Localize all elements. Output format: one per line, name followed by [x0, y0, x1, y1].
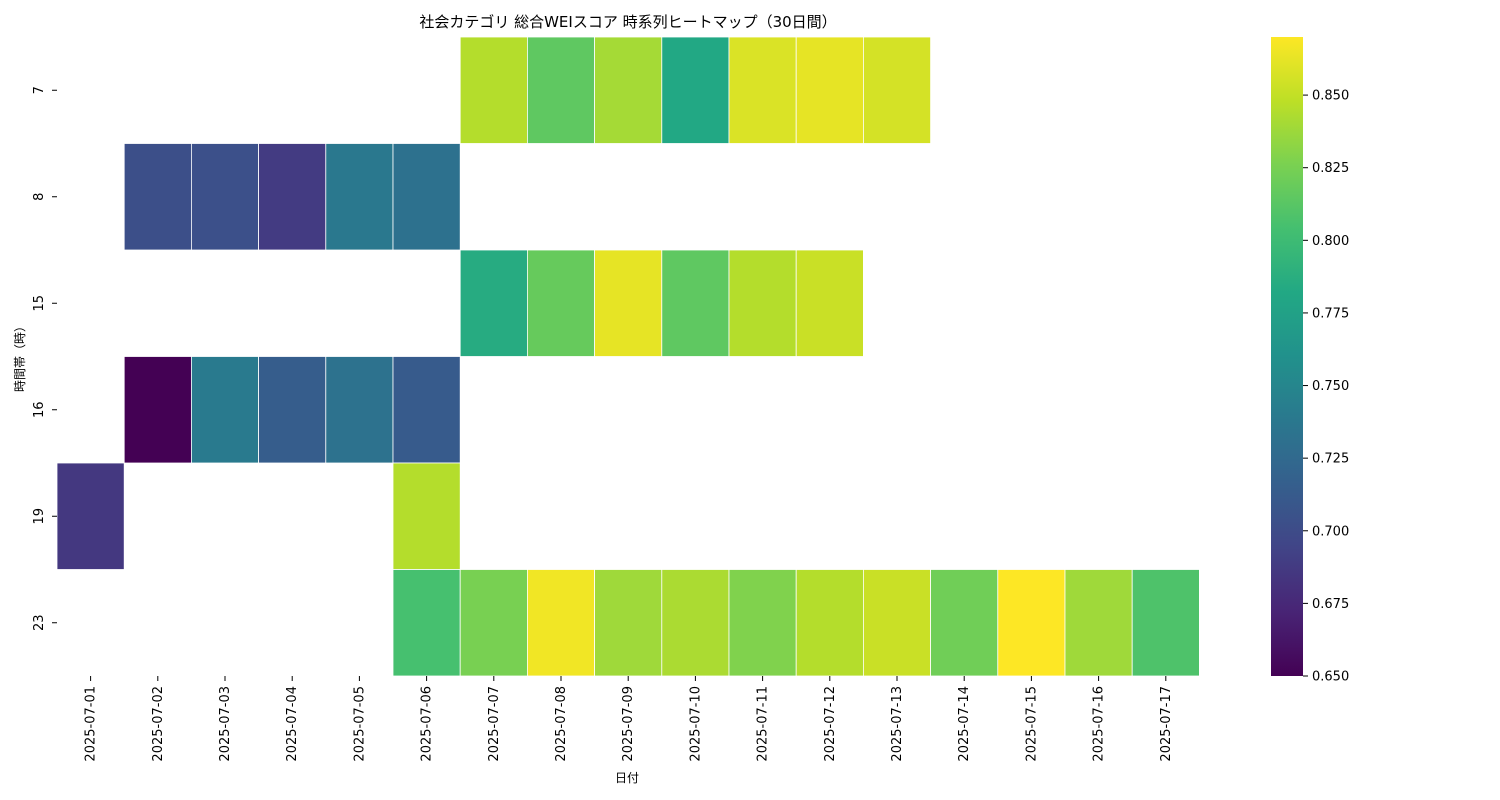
- x-tick-label: 2025-07-03: [218, 686, 233, 762]
- heatmap-cell-23-2025-07-12: [795, 569, 864, 677]
- heatmap-cell-15-2025-07-12: [795, 249, 864, 357]
- heatmap-cell-23-2025-07-13: [863, 569, 932, 677]
- heatmap-cell-23-2025-07-09: [594, 569, 663, 677]
- colorbar-tick-label: 0.850: [1312, 89, 1349, 104]
- chart-title: 社会カテゴリ 総合WEIスコア 時系列ヒートマップ（30日間）: [419, 13, 836, 31]
- heatmap-cell-19-2025-07-01: [56, 462, 125, 570]
- x-tick-label: 2025-07-08: [554, 686, 569, 762]
- heatmap-cell-8-2025-07-06: [392, 143, 461, 251]
- colorbar-tick-label: 0.825: [1312, 161, 1349, 176]
- x-tick-label: 2025-07-01: [84, 686, 99, 762]
- y-tick-label: 16: [32, 401, 47, 418]
- heatmap-cell-23-2025-07-08: [527, 569, 596, 677]
- heatmap-cell-23-2025-07-10: [661, 569, 730, 677]
- heatmap-cell-16-2025-07-04: [258, 356, 327, 464]
- x-tick-label: 2025-07-10: [688, 686, 703, 762]
- heatmap-cell-16-2025-07-05: [325, 356, 394, 464]
- heatmap-cell-7-2025-07-10: [661, 36, 730, 144]
- y-tick-label: 19: [32, 508, 47, 525]
- heatmap-cell-16-2025-07-06: [392, 356, 461, 464]
- heatmap-cell-7-2025-07-08: [527, 36, 596, 144]
- heatmap-cell-15-2025-07-08: [527, 249, 596, 357]
- colorbar: [1271, 37, 1303, 676]
- heatmap-cell-7-2025-07-12: [795, 36, 864, 144]
- x-tick-label: 2025-07-07: [487, 686, 502, 762]
- x-tick-label: 2025-07-11: [756, 686, 771, 762]
- x-tick-label: 2025-07-17: [1159, 686, 1174, 762]
- colorbar-tick-label: 0.650: [1312, 670, 1349, 685]
- heatmap-cell-8-2025-07-03: [190, 143, 259, 251]
- colorbar-tick-label: 0.800: [1312, 234, 1349, 249]
- x-tick-label: 2025-07-05: [352, 686, 367, 762]
- y-axis-ticks: 7 8 15 16 19 23: [32, 86, 57, 631]
- heatmap-cell-8-2025-07-02: [123, 143, 192, 251]
- y-tick-label: 7: [32, 86, 47, 94]
- heatmap-cell-15-2025-07-11: [728, 249, 797, 357]
- x-tick-label: 2025-07-15: [1024, 686, 1039, 762]
- colorbar-tick-label: 0.675: [1312, 597, 1349, 612]
- colorbar-tick-label: 0.775: [1312, 306, 1349, 321]
- heatmap-cell-7-2025-07-13: [863, 36, 932, 144]
- x-axis-label: 日付: [615, 771, 639, 785]
- colorbar-tick-label: 0.750: [1312, 379, 1349, 394]
- x-axis-ticks: 2025-07-01 2025-07-02 2025-07-03 2025-07-04…: [84, 676, 1174, 762]
- heatmap-cell-15-2025-07-10: [661, 249, 730, 357]
- x-tick-label: 2025-07-02: [151, 686, 166, 762]
- colorbar-tick-label: 0.725: [1312, 452, 1349, 467]
- colorbar-tick-label: 0.700: [1312, 524, 1349, 539]
- x-tick-label: 2025-07-06: [420, 686, 435, 762]
- heatmap-cell-15-2025-07-09: [594, 249, 663, 357]
- y-tick-label: 15: [32, 295, 47, 312]
- x-tick-label: 2025-07-09: [621, 686, 636, 762]
- heatmap-cell-23-2025-07-11: [728, 569, 797, 677]
- x-tick-label: 2025-07-13: [890, 686, 905, 762]
- x-tick-label: 2025-07-04: [285, 686, 300, 762]
- heatmap-cell-8-2025-07-05: [325, 143, 394, 251]
- heatmap-cell-23-2025-07-07: [459, 569, 528, 677]
- heatmap-cell-19-2025-07-06: [392, 462, 461, 570]
- heatmap-cell-16-2025-07-02: [123, 356, 192, 464]
- heatmap-cell-16-2025-07-03: [190, 356, 259, 464]
- heatmap-cell-7-2025-07-07: [459, 36, 528, 144]
- heatmap-cell-23-2025-07-14: [930, 569, 999, 677]
- x-tick-label: 2025-07-12: [823, 686, 838, 762]
- heatmap-cell-8-2025-07-04: [258, 143, 327, 251]
- colorbar-ticks: 0.650 0.675 0.700 0.725 0.750 0.775 0.800 0.825…: [1303, 89, 1349, 685]
- x-tick-label: 2025-07-14: [957, 686, 972, 762]
- heatmap-cell-7-2025-07-11: [728, 36, 797, 144]
- heatmap-cell-23-2025-07-17: [1131, 569, 1200, 677]
- heatmap-cell-23-2025-07-15: [997, 569, 1066, 677]
- y-tick-label: 23: [32, 614, 47, 631]
- heatmap-cells: [56, 36, 1200, 677]
- heatmap-cell-15-2025-07-07: [459, 249, 528, 357]
- y-tick-label: 8: [32, 193, 47, 201]
- heatmap-cell-7-2025-07-09: [594, 36, 663, 144]
- y-axis-label: 時間帯（時）: [13, 320, 27, 392]
- x-tick-label: 2025-07-16: [1092, 686, 1107, 762]
- heatmap-cell-23-2025-07-16: [1064, 569, 1133, 677]
- heatmap-cell-23-2025-07-06: [392, 569, 461, 677]
